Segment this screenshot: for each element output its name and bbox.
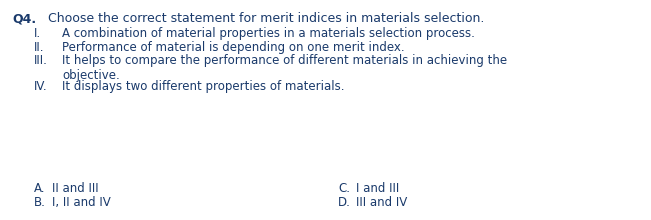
Text: A.: A. — [34, 182, 46, 195]
Text: I, II and IV: I, II and IV — [52, 196, 111, 209]
Text: It displays two different properties of materials.: It displays two different properties of … — [62, 81, 344, 94]
Text: Choose the correct statement for merit indices in materials selection.: Choose the correct statement for merit i… — [48, 12, 484, 25]
Text: III and IV: III and IV — [356, 196, 408, 209]
Text: It helps to compare the performance of different materials in achieving the: It helps to compare the performance of d… — [62, 54, 507, 67]
Text: B.: B. — [34, 196, 46, 209]
Text: A combination of material properties in a materials selection process.: A combination of material properties in … — [62, 27, 475, 40]
Text: Q4.: Q4. — [12, 12, 36, 25]
Text: III.: III. — [34, 54, 48, 67]
Text: D.: D. — [338, 196, 351, 209]
Text: objective.: objective. — [62, 69, 120, 82]
Text: II and III: II and III — [52, 182, 98, 195]
Text: II.: II. — [34, 40, 44, 53]
Text: Performance of material is depending on one merit index.: Performance of material is depending on … — [62, 40, 405, 53]
Text: I and III: I and III — [356, 182, 399, 195]
Text: C.: C. — [338, 182, 350, 195]
Text: IV.: IV. — [34, 81, 48, 94]
Text: I.: I. — [34, 27, 41, 40]
